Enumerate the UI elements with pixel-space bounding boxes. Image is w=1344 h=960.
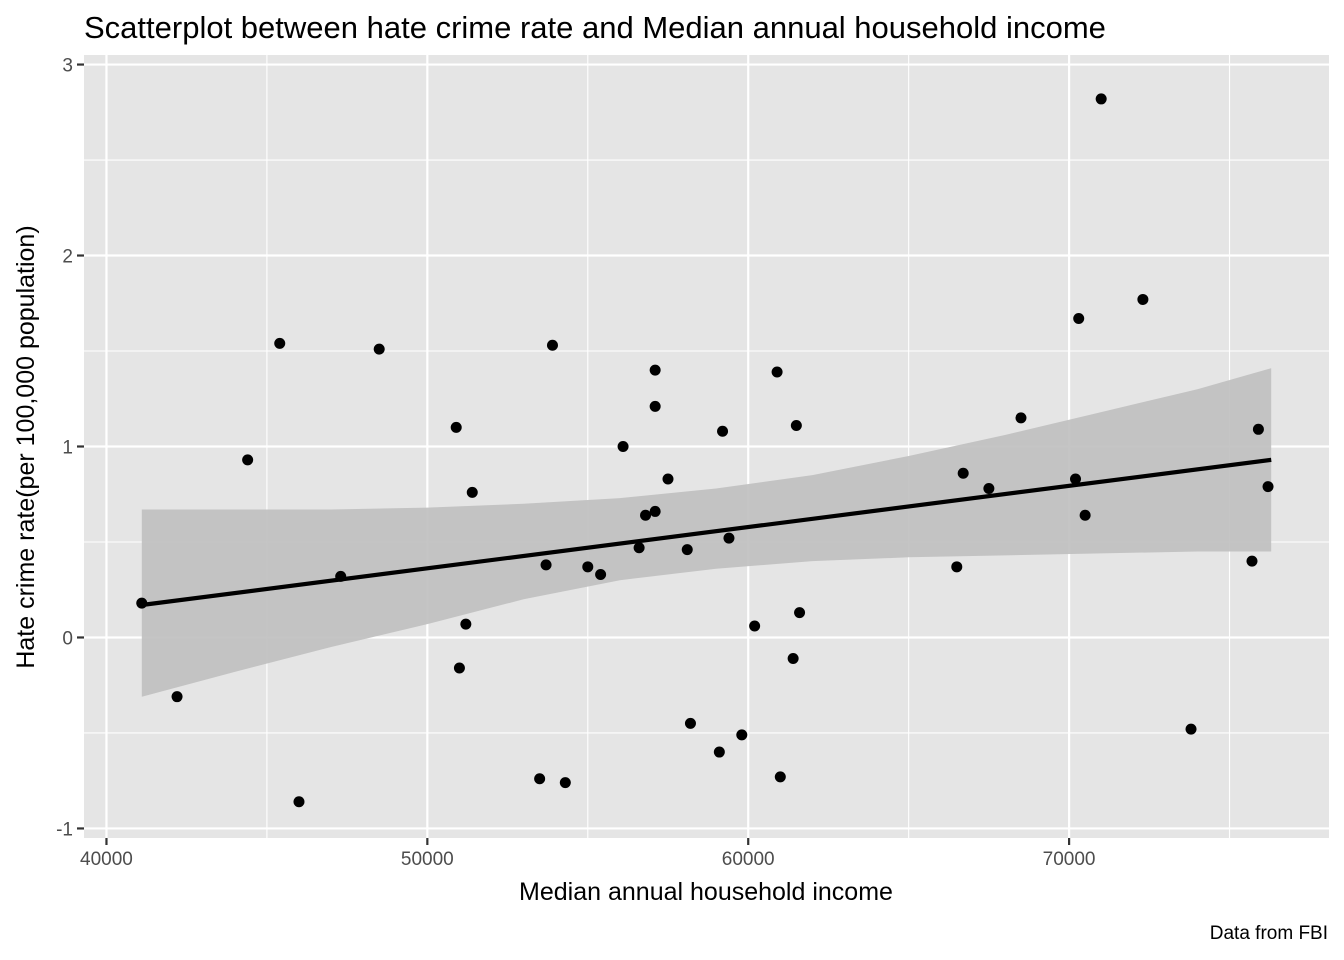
data-point — [1252, 423, 1264, 435]
data-point — [723, 532, 735, 544]
data-point — [595, 568, 607, 580]
data-point — [373, 343, 385, 355]
x-tick-label: 50000 — [401, 849, 454, 870]
y-tick-label: 3 — [62, 56, 73, 77]
x-tick-label: 40000 — [80, 849, 133, 870]
data-point — [1079, 509, 1091, 521]
x-axis-title: Median annual household income — [519, 878, 893, 906]
data-point — [957, 467, 969, 479]
data-point — [794, 607, 806, 619]
data-point — [171, 691, 183, 703]
data-point — [450, 421, 462, 433]
data-point — [1246, 555, 1258, 567]
data-point — [274, 337, 286, 349]
data-point — [983, 483, 995, 495]
data-point — [749, 620, 761, 632]
data-point — [582, 561, 594, 573]
y-axis: -1 0 1 2 3 — [56, 56, 84, 840]
data-point — [1015, 412, 1027, 424]
x-axis: 40000 50000 60000 70000 — [80, 838, 1096, 870]
data-point — [774, 771, 786, 783]
data-point — [713, 746, 725, 758]
data-point — [787, 652, 799, 664]
data-point — [453, 662, 465, 674]
data-point — [1073, 313, 1085, 325]
data-point — [460, 618, 472, 630]
data-point — [1070, 473, 1082, 485]
data-point — [1137, 293, 1149, 305]
data-point — [617, 441, 629, 452]
data-point — [771, 366, 783, 378]
data-point — [546, 339, 558, 351]
data-point — [1095, 93, 1107, 105]
data-point — [717, 425, 729, 437]
data-point — [951, 561, 963, 573]
data-point — [1262, 481, 1274, 493]
data-point — [662, 473, 674, 485]
data-point — [684, 717, 696, 729]
data-point — [681, 544, 693, 556]
data-point — [242, 454, 254, 466]
data-point — [649, 505, 661, 517]
y-tick-label: 0 — [62, 628, 73, 649]
data-point — [736, 729, 748, 741]
data-point — [136, 597, 148, 609]
x-tick-label: 60000 — [722, 849, 775, 870]
data-point — [559, 777, 571, 789]
data-point — [790, 419, 802, 431]
data-point — [335, 570, 347, 582]
data-point — [540, 559, 552, 571]
data-point — [534, 773, 546, 785]
chart-title: Scatterplot between hate crime rate and … — [84, 10, 1106, 45]
y-tick-label: 2 — [62, 247, 73, 268]
x-tick-label: 70000 — [1043, 849, 1096, 870]
data-point — [649, 400, 661, 412]
chart-caption: Data from FBI — [1210, 923, 1328, 944]
y-tick-label: -1 — [56, 819, 73, 840]
data-point — [633, 542, 645, 554]
data-point — [1185, 723, 1197, 735]
data-point — [293, 796, 305, 808]
data-point — [649, 364, 661, 376]
data-point — [640, 509, 652, 521]
regression-line — [141, 457, 1272, 608]
data-point — [466, 486, 478, 498]
data-points — [136, 93, 1274, 808]
y-tick-label: 1 — [62, 438, 73, 459]
y-axis-title: Hate crime rate(per 100,000 population) — [12, 225, 40, 668]
